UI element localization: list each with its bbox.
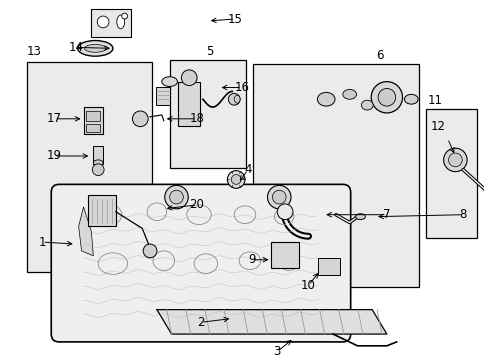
Circle shape (164, 185, 188, 209)
Ellipse shape (234, 95, 240, 103)
Ellipse shape (92, 164, 104, 176)
Text: 14: 14 (68, 41, 83, 54)
Bar (318, 258, 339, 275)
Text: 11: 11 (427, 94, 442, 107)
Bar (91, 9, 130, 37)
Ellipse shape (117, 15, 124, 29)
Polygon shape (79, 207, 93, 256)
Ellipse shape (404, 94, 417, 104)
Polygon shape (157, 310, 386, 334)
Circle shape (169, 190, 183, 204)
FancyBboxPatch shape (51, 184, 350, 342)
Text: 4: 4 (244, 163, 251, 176)
Text: 6: 6 (375, 49, 383, 62)
Ellipse shape (78, 41, 113, 56)
Text: 15: 15 (227, 13, 242, 26)
Bar (86, 124, 100, 131)
Ellipse shape (355, 214, 365, 220)
Circle shape (447, 153, 461, 167)
Bar (27, 62, 152, 273)
Bar (83, 107, 103, 135)
Ellipse shape (162, 77, 177, 86)
Bar (425, 109, 476, 238)
Text: 12: 12 (430, 121, 445, 134)
Text: 3: 3 (273, 345, 281, 358)
Circle shape (143, 244, 157, 258)
Text: 20: 20 (189, 198, 204, 211)
Bar (271, 242, 298, 267)
Bar (178, 82, 200, 126)
Text: 17: 17 (46, 112, 61, 125)
Text: 2: 2 (197, 316, 204, 329)
Text: 19: 19 (46, 149, 61, 162)
Ellipse shape (93, 160, 103, 166)
Circle shape (267, 185, 290, 209)
Text: 1: 1 (39, 235, 46, 249)
Text: 5: 5 (205, 45, 213, 58)
Text: 16: 16 (234, 81, 249, 94)
Ellipse shape (317, 93, 334, 106)
Circle shape (443, 148, 466, 172)
Text: 9: 9 (247, 253, 255, 266)
Circle shape (231, 175, 241, 184)
Text: 10: 10 (301, 279, 315, 292)
Text: 18: 18 (189, 112, 204, 125)
Text: 13: 13 (27, 45, 41, 58)
Circle shape (181, 70, 197, 86)
Circle shape (277, 204, 292, 220)
Text: 8: 8 (459, 208, 466, 221)
Circle shape (370, 82, 402, 113)
Ellipse shape (97, 16, 109, 28)
Ellipse shape (84, 44, 106, 52)
Ellipse shape (122, 13, 127, 19)
Bar (93, 146, 103, 164)
Ellipse shape (361, 100, 372, 110)
Bar (252, 64, 418, 287)
Circle shape (228, 93, 240, 105)
Text: 7: 7 (382, 208, 390, 221)
Circle shape (227, 171, 244, 188)
Bar (169, 60, 245, 168)
Bar (156, 87, 169, 105)
Ellipse shape (132, 111, 148, 127)
Bar (86, 111, 100, 121)
Bar (88, 195, 116, 226)
Circle shape (272, 190, 285, 204)
Circle shape (377, 89, 395, 106)
Ellipse shape (342, 89, 356, 99)
